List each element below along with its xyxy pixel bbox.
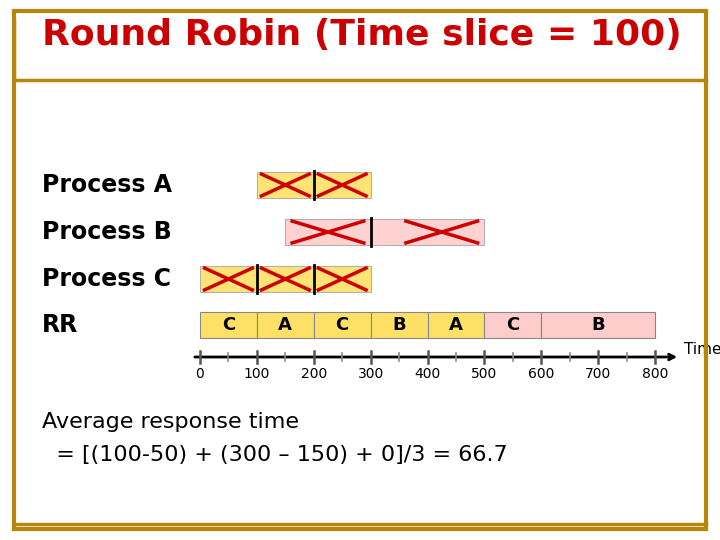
Bar [257, 172, 371, 198]
Bar [428, 312, 485, 338]
Text: Round Robin (Time slice = 100): Round Robin (Time slice = 100) [42, 18, 682, 52]
Text: Process A: Process A [42, 173, 172, 197]
Text: 200: 200 [301, 367, 327, 381]
Bar [200, 312, 257, 338]
Text: 800: 800 [642, 367, 668, 381]
Text: A: A [449, 316, 463, 334]
Text: 300: 300 [358, 367, 384, 381]
Text: Average response time: Average response time [42, 412, 299, 432]
Text: 0: 0 [196, 367, 204, 381]
Text: Time: Time [684, 341, 720, 356]
Bar [200, 266, 371, 292]
Bar [314, 312, 371, 338]
Text: 500: 500 [472, 367, 498, 381]
Bar [257, 312, 314, 338]
Text: B: B [392, 316, 406, 334]
Text: 400: 400 [415, 367, 441, 381]
Text: Process C: Process C [42, 267, 171, 291]
Text: B: B [591, 316, 605, 334]
Text: C: C [222, 316, 235, 334]
Text: C: C [506, 316, 519, 334]
Text: C: C [336, 316, 348, 334]
Text: 700: 700 [585, 367, 611, 381]
Text: A: A [279, 316, 292, 334]
Text: Process B: Process B [42, 220, 172, 244]
Bar [541, 312, 655, 338]
Text: 100: 100 [243, 367, 270, 381]
Bar [371, 312, 428, 338]
Text: 600: 600 [528, 367, 554, 381]
Bar [285, 219, 485, 245]
Text: = [(100-50) + (300 – 150) + 0]/3 = 66.7: = [(100-50) + (300 – 150) + 0]/3 = 66.7 [42, 445, 508, 465]
Text: RR: RR [42, 313, 78, 337]
Bar [485, 312, 541, 338]
